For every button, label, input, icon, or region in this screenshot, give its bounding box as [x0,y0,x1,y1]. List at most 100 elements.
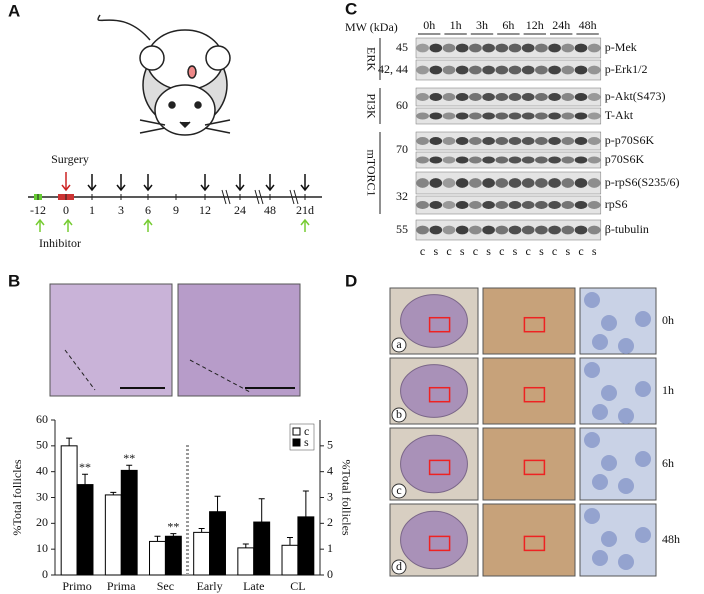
blot-band [535,65,548,75]
time-label: 3h [476,18,488,32]
y-tick-label: 0 [42,567,48,581]
mw-label: 32 [396,189,408,203]
arrow-head [300,218,310,226]
blot-strip [415,107,602,125]
blot-band [442,156,456,164]
bar [209,511,226,576]
blot-band [521,225,535,235]
nucleus [601,385,617,401]
blot-band [548,112,561,120]
blot-band [482,178,495,188]
blot-band [508,156,522,164]
mw-label: 42, 44 [378,62,408,76]
nucleus [601,315,617,331]
blot-band [495,65,509,75]
bar [164,535,182,576]
blot-band [521,93,535,101]
tissue [400,434,468,494]
blot-band [442,178,456,188]
blot-band [429,93,443,101]
nucleus [592,334,608,350]
blot-band [508,112,522,120]
blot-band [482,225,495,235]
group-label: ERK [364,47,378,71]
blot-band [548,93,561,101]
blot-band [416,178,429,188]
lane-label: c [420,244,425,258]
blot-band [416,43,429,53]
blot-band [495,112,509,120]
blot-band [469,178,482,188]
blot-band [521,178,535,188]
zoom-box [428,316,451,333]
blot-band [429,225,443,235]
lane-label: s [513,244,518,258]
nucleus [635,451,651,467]
lane-label: c [578,244,583,258]
row-tag-circle [391,559,407,575]
blot-band [416,65,429,75]
blot-band [429,156,443,164]
y-tick-label: 10 [36,541,48,555]
error-bar [170,533,177,537]
blot-band [429,201,443,209]
time-label: 0h [662,313,674,327]
blot-band [495,178,509,188]
blot-band [455,201,469,209]
blot-band [482,201,495,209]
error-bar [302,490,309,517]
inhibitor-label: Inhibitor [39,236,81,250]
blot-band [561,178,575,188]
blot-band [482,43,495,53]
panel-letter: D [345,271,357,290]
blot-strip [415,59,602,81]
lane-label: s [460,244,465,258]
nucleus [601,531,617,547]
blot-band [521,137,535,145]
lane-label: c [446,244,451,258]
blot-band [442,112,456,120]
time-label: 1h [450,18,462,32]
blot-band [495,225,509,235]
group-label: mTORC1 [364,149,378,196]
arrow-head [35,218,45,226]
blot-band [429,178,443,188]
blot-band [574,112,588,120]
x-tick-label: Late [243,579,264,593]
arrow-head [265,184,275,192]
blot-band [587,137,601,145]
bar [297,516,315,576]
bar [193,531,211,576]
panel-letter: B [8,271,20,290]
zoom-box [428,459,451,476]
group-label: PI3K [364,93,378,119]
lane-label: c [473,244,478,258]
blot-band [548,201,561,209]
blot-band [508,93,522,101]
legend-swatch [292,438,301,447]
timeline-label: 9 [173,203,179,217]
band-label: p70S6K [605,152,645,166]
bar [76,484,94,576]
histology-image [49,283,173,397]
x-tick-label: CL [290,579,305,593]
blot-band [416,225,429,235]
time-label: 6h [502,18,514,32]
blot-band [469,93,482,101]
significance: ** [79,460,91,474]
y2-tick-label: 3 [327,489,333,503]
significance: ** [123,451,135,465]
blot-band [482,65,495,75]
y2-tick-label: 5 [327,438,333,452]
arrow-head [300,184,310,192]
blot-band [482,112,495,120]
micrograph [482,357,576,425]
mw-label: 70 [396,142,408,156]
blot-band [469,43,482,53]
y-tick-label: 50 [36,438,48,452]
blot-band [482,156,495,164]
blot-band [574,225,588,235]
blot-band [508,137,522,145]
blot-band [574,93,588,101]
blot-band [587,93,601,101]
